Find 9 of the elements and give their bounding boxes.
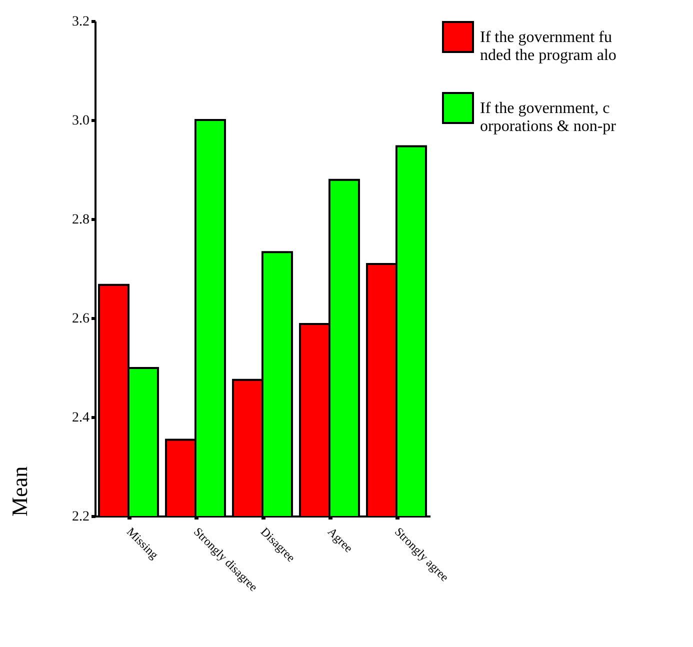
legend-label: If the government, corporations & non-pr (480, 100, 617, 135)
y-tick-label: 3.0 (72, 114, 90, 128)
y-axis-title: Mean (7, 466, 32, 516)
legend-label: If the government funded the program alo (480, 29, 616, 64)
y-tick-label: 2.4 (72, 410, 90, 426)
y-tick-label: 2.2 (72, 510, 90, 524)
y-tick-label: 3.2 (72, 14, 90, 30)
y-tick-label: 2.6 (72, 312, 90, 326)
y-tick-label: 2.8 (72, 212, 90, 228)
